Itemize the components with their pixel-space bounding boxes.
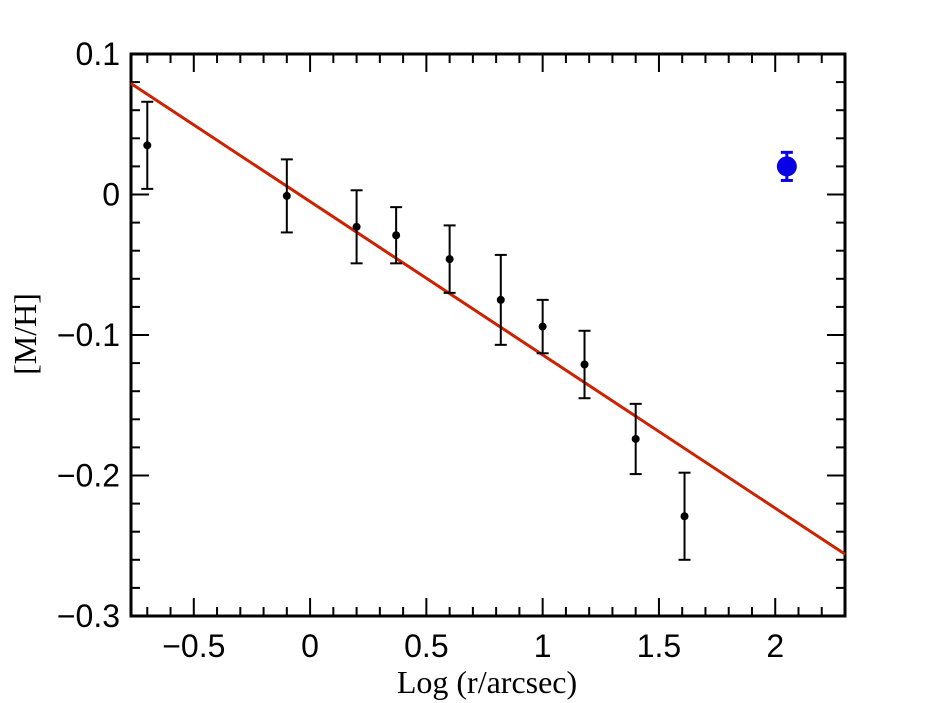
point-marker — [352, 222, 361, 231]
x-tick-label: 0 — [301, 628, 319, 664]
y-tick-label: 0 — [102, 177, 120, 213]
data-point — [678, 471, 691, 561]
x-axis-ticks — [146, 54, 846, 616]
point-marker — [282, 191, 291, 200]
data-point — [141, 100, 154, 190]
point-marker — [538, 322, 547, 331]
x-tick-label: 1.5 — [637, 628, 681, 664]
data-point — [578, 329, 591, 400]
point-marker — [143, 141, 152, 150]
point-marker — [445, 255, 454, 264]
data-point — [280, 158, 293, 234]
point-marker — [631, 434, 640, 443]
data-point — [350, 189, 363, 265]
x-tick-label: 2 — [766, 628, 784, 664]
data-point — [536, 298, 549, 355]
data-point — [390, 206, 403, 265]
point-marker — [496, 295, 505, 304]
y-tick-label: −0.1 — [57, 317, 120, 353]
highlight-marker — [776, 156, 797, 177]
data-point — [494, 253, 507, 346]
y-axis-ticks — [131, 53, 845, 617]
plot-frame — [129, 52, 847, 618]
data-point — [629, 402, 642, 476]
x-tick-label: 0.5 — [404, 628, 448, 664]
data-marks — [130, 82, 846, 561]
y-axis-title: [M/H] — [7, 293, 43, 375]
x-tick-label: −0.5 — [162, 628, 225, 664]
fit-line — [130, 82, 846, 556]
point-marker — [392, 231, 401, 240]
plot-area — [129, 52, 847, 618]
x-axis-tick-labels: −0.5 0 0.5 1 1.5 2 — [162, 628, 784, 664]
data-point — [443, 224, 456, 294]
x-tick-label: 1 — [534, 628, 552, 664]
highlight-point — [776, 150, 797, 182]
y-tick-label: −0.2 — [57, 458, 120, 494]
x-axis-title: Log (r/arcsec) — [397, 664, 577, 700]
point-marker — [580, 360, 589, 369]
point-marker — [680, 512, 689, 521]
y-tick-label: −0.3 — [57, 598, 120, 634]
y-axis-tick-labels: 0.1 0 −0.1 −0.2 −0.3 — [57, 36, 120, 634]
y-tick-label: 0.1 — [76, 36, 120, 72]
